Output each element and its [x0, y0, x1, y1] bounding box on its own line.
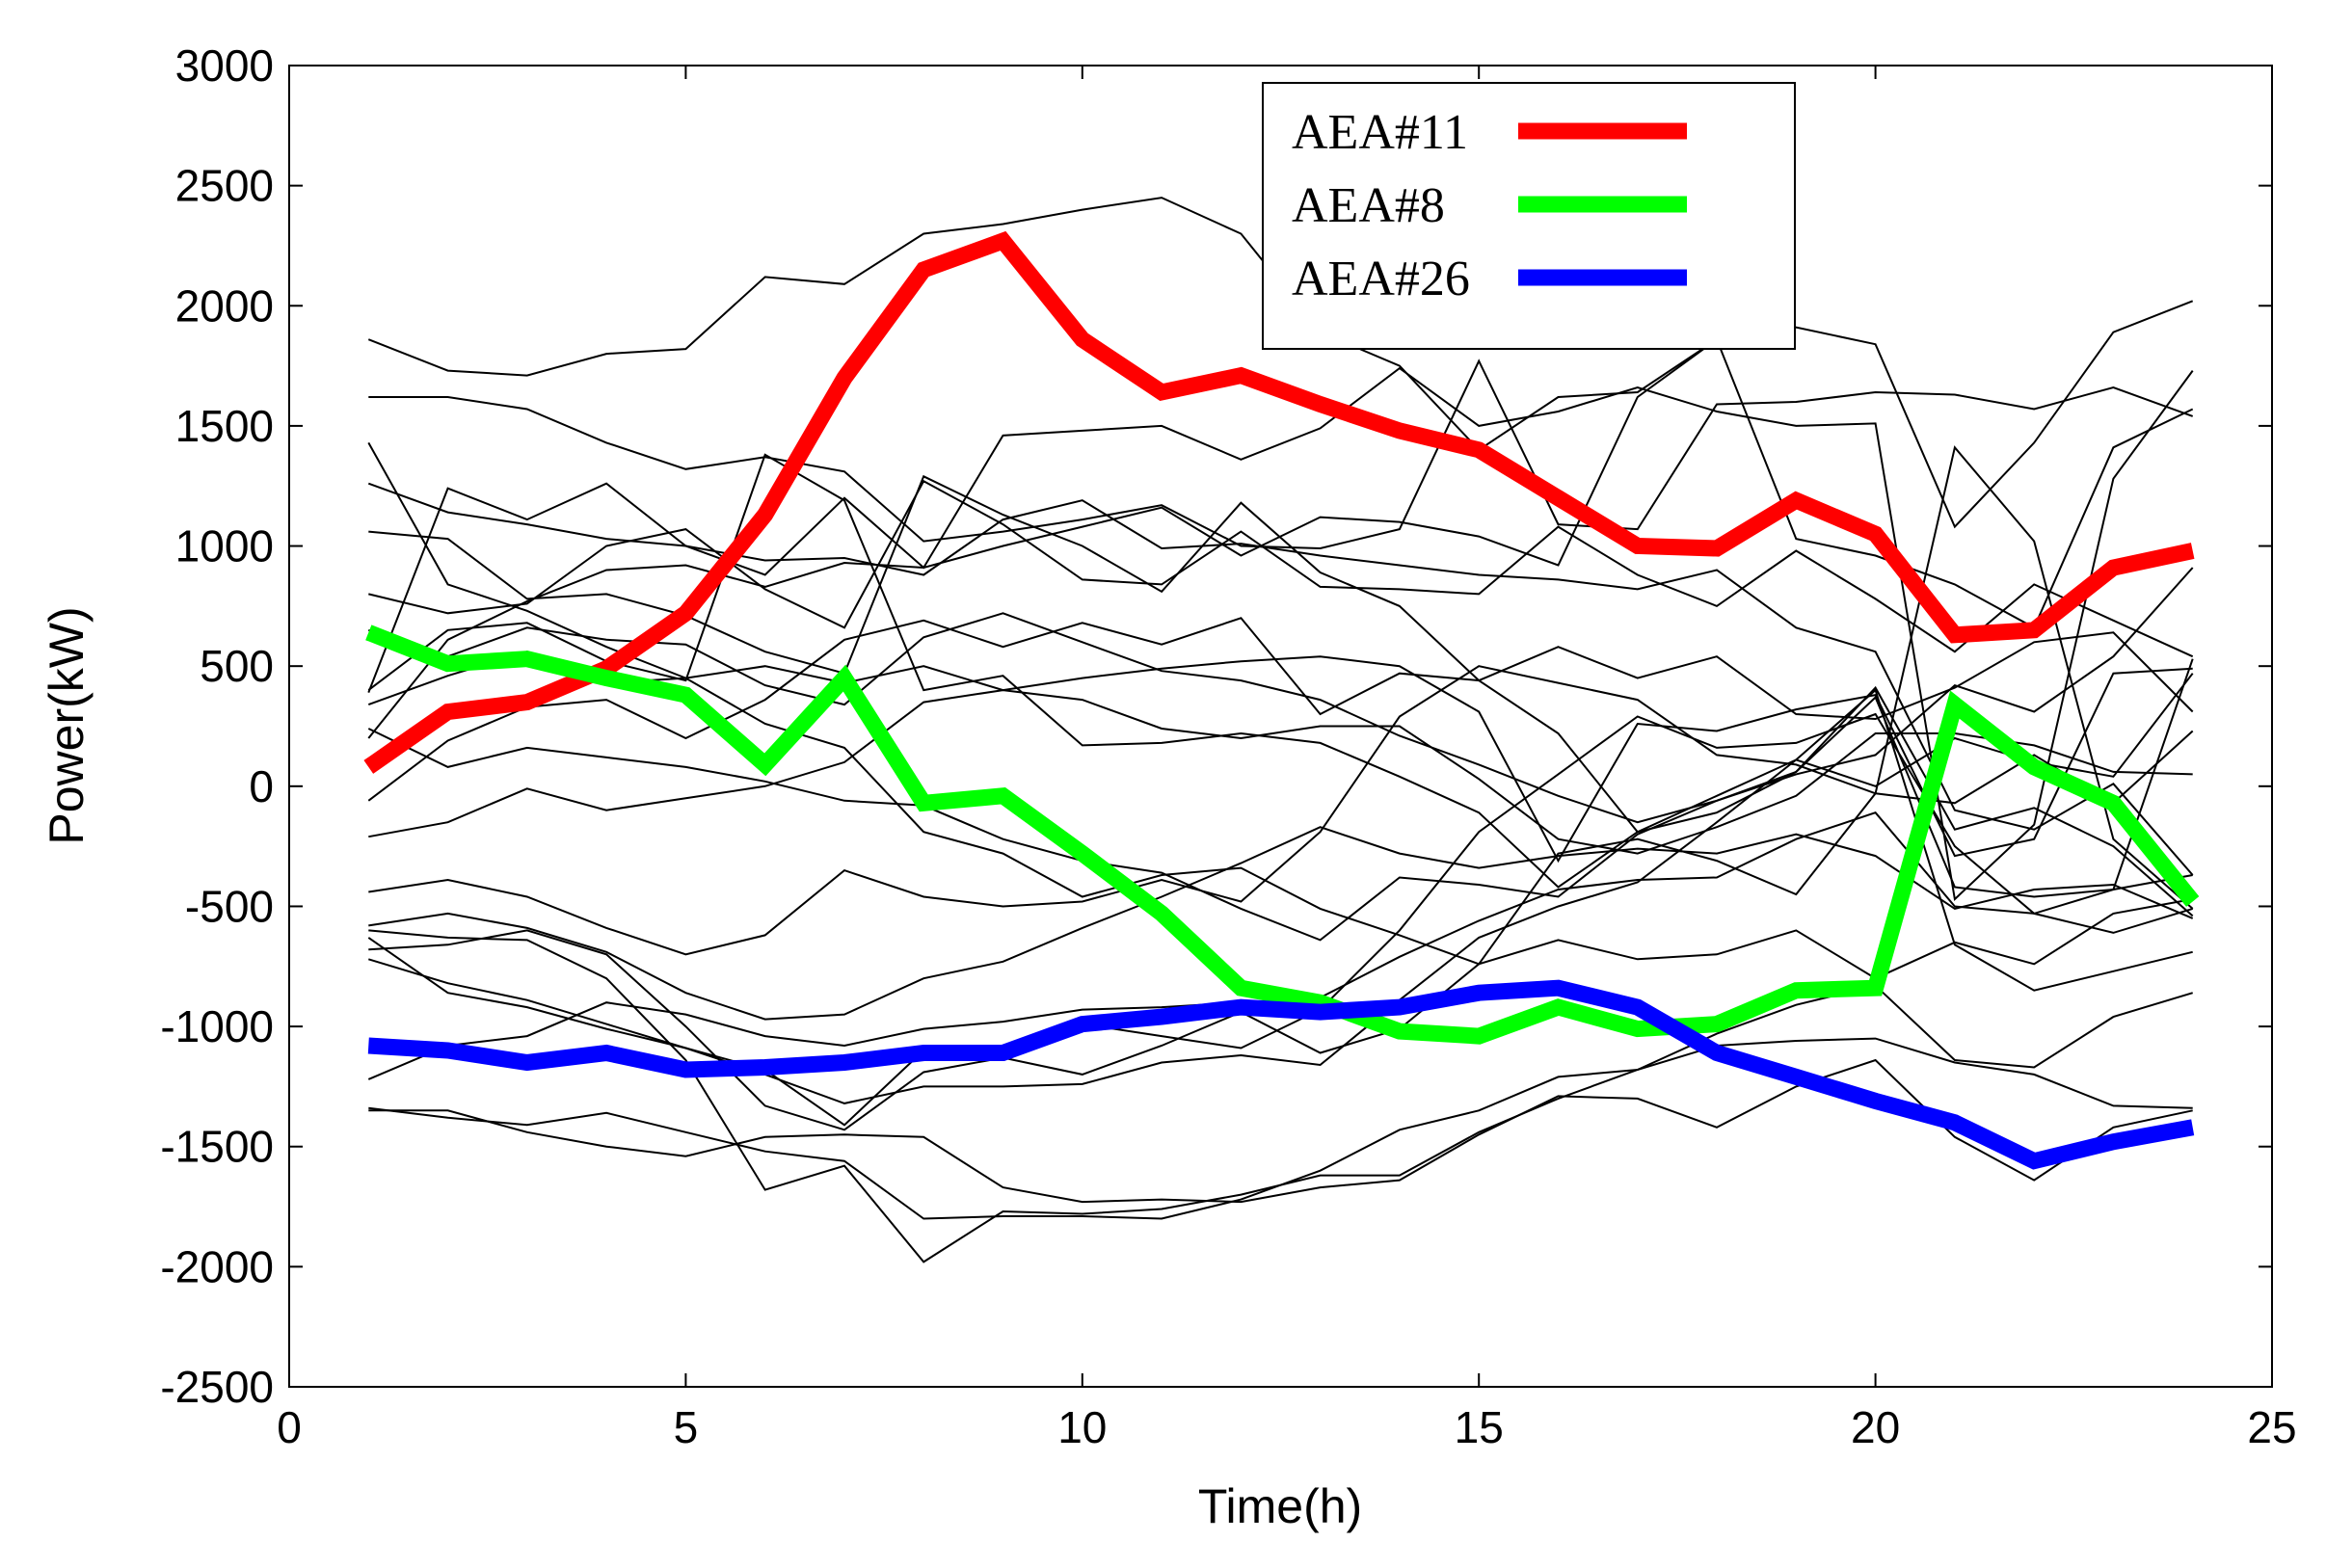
series-line-aea-18	[368, 826, 2194, 1021]
series-layer	[363, 197, 2200, 1263]
series-line-aea-12	[367, 453, 2194, 889]
y-tick-label: 1000	[175, 521, 274, 571]
x-tick-label: 15	[1455, 1402, 1504, 1452]
legend-label: AEA#11	[1292, 105, 1468, 160]
y-tick-label: -2500	[160, 1362, 274, 1412]
series-line-aea-20	[368, 898, 2193, 1131]
series-line-aea-6	[367, 366, 2194, 902]
series-line-aea-2	[368, 359, 2194, 550]
y-tick-label: -500	[185, 881, 274, 931]
series-line-aea-13	[367, 651, 2193, 864]
y-tick-label: -1500	[160, 1122, 274, 1172]
plot-frame	[288, 65, 2273, 1388]
series-line-aea-15	[367, 617, 2194, 802]
y-tick-label: 0	[249, 761, 274, 811]
series-line-aea-26	[367, 979, 2195, 1170]
legend: AEA#11 AEA#8 AEA#26	[1262, 82, 1796, 350]
series-line-aea-9	[368, 479, 2194, 658]
y-tick-label: 500	[200, 641, 274, 691]
x-axis-title: Time(h)	[1198, 1479, 1362, 1533]
series-line-aea-17	[368, 665, 2194, 956]
series-line-aea-21	[368, 688, 2193, 1104]
y-tick-label: 2000	[175, 280, 274, 331]
x-tick-label: 5	[674, 1402, 699, 1452]
x-tick-label: 25	[2247, 1402, 2296, 1452]
y-tick-label: 3000	[175, 40, 274, 91]
series-line-aea-14	[367, 567, 2194, 942]
y-tick-label: 1500	[175, 401, 274, 451]
y-tick-label: -2000	[160, 1241, 274, 1291]
series-line-aea-11	[363, 230, 2195, 774]
x-tick-label: 0	[277, 1402, 302, 1452]
legend-label: AEA#26	[1292, 252, 1470, 306]
legend-label: AEA#8	[1292, 178, 1445, 233]
y-tick-label: 2500	[175, 161, 274, 211]
tick-layer: 0 5 10 15 20 25 -2500 -2000 -1500 -1000 -500 0 500 10…	[160, 40, 2296, 1452]
series-line-aea-8	[365, 625, 2200, 1045]
series-line-aea-25	[368, 929, 2193, 1263]
series-line-aea-10	[367, 612, 2194, 917]
series-line-aea-5	[368, 474, 2194, 898]
x-tick-label: 10	[1057, 1402, 1107, 1452]
series-line-aea-24	[368, 1058, 2193, 1204]
y-tick-label: -1000	[160, 1001, 274, 1051]
y-axis-title: Power(kW)	[40, 606, 94, 844]
series-line-aea-4	[367, 482, 2194, 876]
x-tick-label: 20	[1851, 1402, 1900, 1452]
